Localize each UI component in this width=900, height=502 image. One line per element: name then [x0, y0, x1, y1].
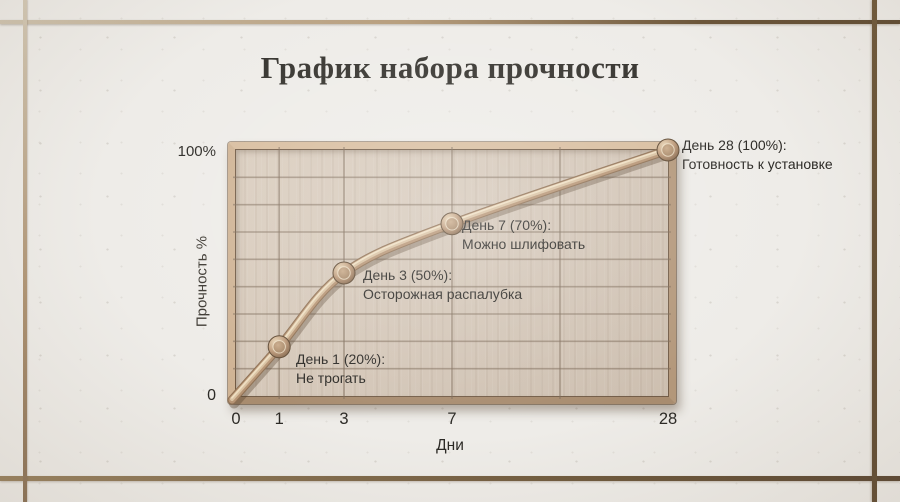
tile-grout-line-bottom — [0, 476, 900, 481]
annotation-subtitle: Осторожная распалубка — [363, 286, 523, 302]
annotation-day-1: День 1 (20%): Не трогать — [296, 350, 385, 388]
annotation-day-7: День 7 (70%): Можно шлифовать — [462, 216, 585, 254]
tile-grout-line-top — [0, 20, 900, 24]
annotation-title: День 1 (20%): — [296, 351, 386, 367]
annotation-subtitle: Не трогать — [296, 370, 366, 386]
x-axis-tick-0: 0 — [231, 410, 241, 428]
y-axis-zero-label: 0 — [207, 387, 216, 404]
annotation-day-28: День 28 (100%): Готовность к установке — [682, 136, 833, 174]
page-title: График набора прочности — [260, 50, 640, 85]
annotation-title: День 3 (50%): — [363, 267, 453, 283]
x-axis-title: Дни — [436, 437, 464, 454]
tile-grout-line-left — [23, 0, 27, 502]
annotation-title: День 28 (100%): — [682, 137, 787, 153]
x-axis-tick-28: 28 — [658, 410, 678, 428]
annotation-day-3: День 3 (50%): Осторожная распалубка — [363, 266, 522, 304]
annotation-subtitle: Готовность к установке — [682, 156, 833, 172]
y-axis-title: Прочность % — [193, 235, 211, 328]
annotation-title: День 7 (70%): — [462, 217, 552, 233]
x-axis-tick-1: 1 — [274, 410, 284, 428]
x-axis-tick-7: 7 — [447, 410, 457, 428]
y-axis-max-label: 100% — [177, 143, 216, 160]
annotation-subtitle: Можно шлифовать — [462, 236, 586, 252]
x-axis-tick-3: 3 — [339, 410, 349, 428]
tile-grout-line-right — [872, 0, 877, 502]
